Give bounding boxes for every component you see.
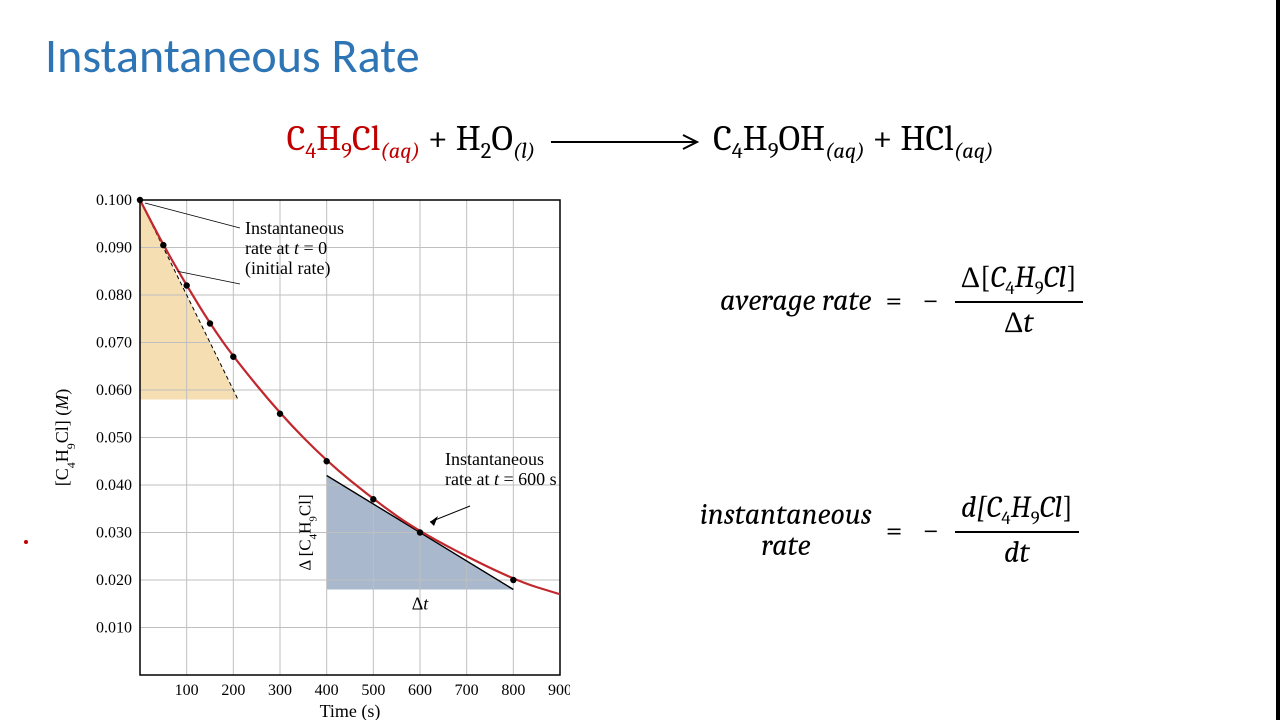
svg-text:400: 400 — [315, 682, 339, 699]
svg-text:0.090: 0.090 — [96, 240, 132, 257]
svg-text:200: 200 — [221, 682, 245, 699]
reactant-2: H2O(l) — [456, 118, 543, 159]
slide: Instantaneous Rate C4H9Cl(aq) + H2O(l) C… — [0, 0, 1280, 720]
svg-text:100: 100 — [175, 682, 199, 699]
inst-rate-lhs: instantaneous rate — [700, 499, 872, 562]
laser-pointer-dot — [24, 540, 28, 544]
svg-text:700: 700 — [455, 682, 479, 699]
plus-1: + — [428, 118, 456, 159]
svg-text:0.050: 0.050 — [96, 430, 132, 447]
svg-text:900: 900 — [548, 682, 570, 699]
concentration-vs-time-chart: 100 200 300 400 500 600 700 800 900 0.010 0.020 0.0… — [50, 190, 570, 720]
average-rate-equation: average rate = − Δ[C4H9Cl] Δt — [720, 260, 1083, 340]
svg-text:500: 500 — [361, 682, 385, 699]
svg-text:0.080: 0.080 — [96, 287, 132, 304]
right-border — [1276, 0, 1280, 720]
svg-text:800: 800 — [501, 682, 525, 699]
svg-text:0.040: 0.040 — [96, 477, 132, 494]
svg-text:0.060: 0.060 — [96, 382, 132, 399]
svg-text:0.100: 0.100 — [96, 192, 132, 209]
minus-sign: − — [916, 283, 945, 318]
svg-text:0.030: 0.030 — [96, 525, 132, 542]
inst-rate-fraction: d[C4H9Cl] dt — [955, 490, 1079, 570]
svg-text:600: 600 — [408, 682, 432, 699]
instantaneous-rate-equation: instantaneous rate = − d[C4H9Cl] dt — [700, 490, 1079, 570]
product-2: HCl(aq) — [900, 118, 993, 159]
minus-sign: − — [916, 513, 945, 548]
plus-2: + — [873, 118, 901, 159]
equals-sign: = — [882, 513, 907, 548]
reactant-1: C4H9Cl(aq) — [287, 118, 428, 159]
svg-text:Δt: Δt — [412, 594, 430, 614]
svg-text:Time (s): Time (s) — [320, 701, 381, 720]
svg-text:300: 300 — [268, 682, 292, 699]
slide-title: Instantaneous Rate — [45, 26, 420, 85]
svg-text:0.020: 0.020 — [96, 572, 132, 589]
reaction-arrow-icon — [549, 132, 699, 152]
equals-sign: = — [882, 283, 907, 318]
svg-text:Instantaneousrate at t = 0(ini: Instantaneousrate at t = 0(initial rate) — [245, 218, 344, 279]
svg-text:0.010: 0.010 — [96, 620, 132, 637]
svg-text:[C4H9Cl] (M): [C4H9Cl] (M) — [52, 389, 78, 487]
reaction-equation: C4H9Cl(aq) + H2O(l) C4H9OH(aq) + HCl(aq) — [0, 118, 1280, 164]
svg-text:Instantaneousrate at t = 600 s: Instantaneousrate at t = 600 s — [445, 449, 557, 489]
product-1: C4H9OH(aq) — [705, 118, 872, 159]
avg-rate-lhs: average rate — [720, 283, 872, 318]
svg-text:0.070: 0.070 — [96, 335, 132, 352]
avg-rate-fraction: Δ[C4H9Cl] Δt — [955, 260, 1083, 340]
